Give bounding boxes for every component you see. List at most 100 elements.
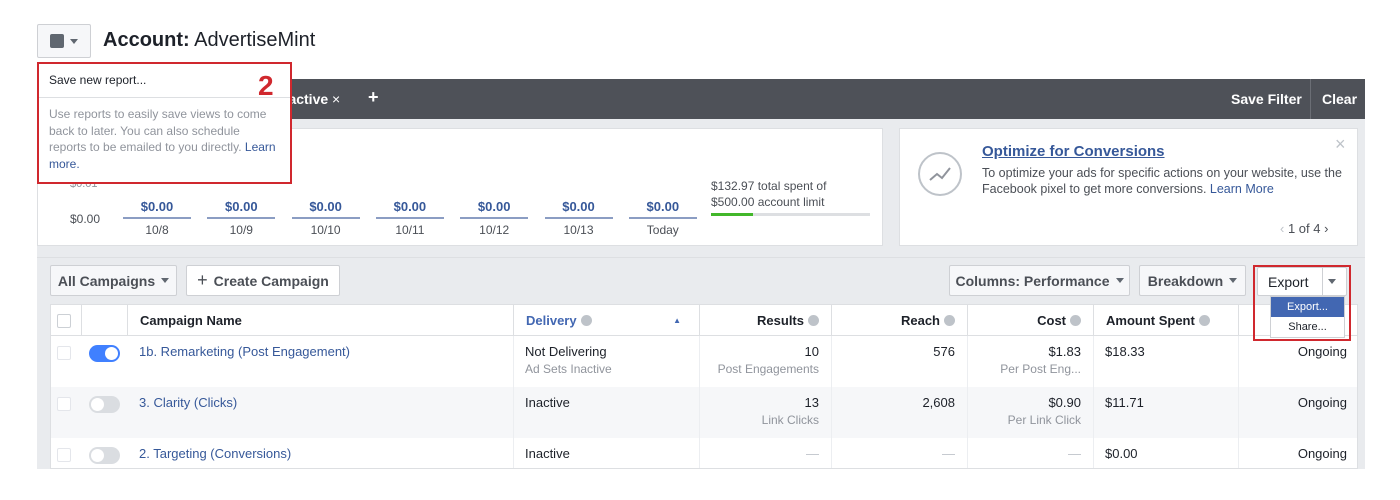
toggle[interactable] (89, 396, 120, 413)
day-value[interactable]: $0.00 (477, 199, 511, 214)
day-value[interactable]: $0.00 (225, 199, 258, 214)
table-row (51, 438, 1357, 468)
column-header (1238, 305, 1357, 336)
campaign-filter[interactable]: All Campaigns (50, 265, 177, 296)
campaign-name[interactable]: 1b. Remarketing (Post Engagement) (139, 344, 350, 359)
sort-arrow: ▲ (673, 316, 681, 325)
add-filter[interactable]: + (368, 87, 379, 107)
progress-fill (711, 213, 753, 216)
column-header[interactable]: Delivery ▲ (513, 305, 699, 336)
tip-icon-graphic (929, 167, 951, 181)
table-row (51, 336, 1357, 387)
tip-pager[interactable]: ‹ 1 of 4 › (1280, 221, 1329, 236)
save-report-option[interactable]: Save new report... (39, 64, 290, 98)
popup-link[interactable]: Learn more. (49, 140, 276, 171)
table-row (51, 387, 1357, 438)
account-name: AdvertiseMint (194, 29, 316, 51)
breakdown-button[interactable]: Breakdown (1139, 265, 1246, 296)
column-header-label: Reach (900, 313, 940, 328)
info-icon (944, 315, 955, 326)
day-value[interactable]: $0.00 (309, 199, 342, 214)
amount-spent-cell: $0.00 (1093, 446, 1238, 461)
tip-link[interactable]: Learn More (1209, 182, 1274, 196)
ends: Ongoing (1297, 344, 1347, 359)
amount-spent: $0.00 (1105, 446, 1138, 461)
ends-cell: Ongoing (1238, 344, 1357, 359)
column-header[interactable]: Cost (967, 305, 1093, 336)
save-filter[interactable]: Save Filter (1231, 91, 1302, 107)
columns-button[interactable]: Columns: Performance (949, 265, 1130, 296)
results-sub: Link Clicks (761, 413, 819, 427)
report-menu-button[interactable] (37, 24, 91, 58)
tip-panel (899, 128, 1358, 246)
export-button[interactable]: Export (1257, 267, 1347, 296)
toggle-knob (105, 347, 118, 360)
tip-pager-label: 1 of 4 (1287, 221, 1321, 236)
column-header-label: Amount Spent (1106, 313, 1195, 328)
spend-limit: $500.00 account limit (711, 195, 825, 209)
save-report-popup: Save new report... Use reports to easily… (37, 62, 292, 184)
day-date: Today (646, 223, 679, 237)
day-underline (460, 217, 529, 219)
checkbox[interactable] (57, 448, 71, 462)
column-divider (1093, 336, 1094, 468)
checkbox[interactable] (57, 314, 71, 328)
results-cell: 10 Post Engagements (699, 344, 831, 376)
divider (1310, 79, 1311, 119)
campaign-filter-label: All Campaigns (57, 272, 156, 289)
info-icon (1070, 315, 1081, 326)
column-header[interactable]: Amount Spent (1093, 305, 1238, 336)
column-header[interactable]: Campaign Name (127, 305, 513, 336)
day-value[interactable]: $0.00 (140, 199, 174, 214)
day-value[interactable]: $0.00 (562, 199, 595, 214)
annotation: 2 (258, 70, 274, 101)
results-cell: 13 Link Clicks (699, 395, 831, 427)
columns-label: Columns: Performance (955, 272, 1110, 289)
column-divider (513, 336, 514, 468)
day-underline (123, 217, 191, 219)
toggle[interactable] (89, 345, 120, 362)
column-header-label: Cost (1037, 313, 1066, 328)
export-menu-item[interactable]: Export... (1271, 297, 1344, 317)
campaign-table: Campaign Name Delivery ▲ Results Reach Cost Am… (50, 304, 1358, 469)
create-campaign[interactable]: + Create Campaign (186, 265, 340, 296)
toggle-knob (91, 398, 104, 411)
toggle[interactable] (89, 447, 120, 464)
checkbox[interactable] (57, 346, 71, 360)
clear-filter[interactable]: Clear (1322, 91, 1358, 107)
column-header[interactable]: Reach (831, 305, 967, 336)
results-cell: — (699, 446, 831, 461)
progress-track (711, 213, 870, 216)
tip-body: To optimize your ads for specific action… (982, 165, 1352, 197)
day-value[interactable]: $0.00 (646, 199, 680, 214)
cost-sub: Per Link Click (1007, 413, 1081, 427)
tip-title[interactable]: Optimize for Conversions (982, 143, 1165, 160)
cost: — (1068, 446, 1081, 461)
amount-spent-cell: $11.71 (1093, 395, 1238, 410)
filter-tab-close[interactable]: × (332, 91, 341, 107)
checkbox[interactable] (57, 397, 71, 411)
column-header-label: Results (757, 313, 804, 328)
toggle-knob (91, 449, 104, 462)
tip-close[interactable]: × (1335, 134, 1346, 154)
column-header-label: Campaign Name (140, 313, 242, 328)
column-header-label: Delivery (526, 313, 577, 328)
day-underline (375, 217, 444, 219)
column-divider (1238, 336, 1239, 468)
column-header[interactable]: Results (699, 305, 831, 336)
cost-cell: — (967, 446, 1093, 461)
delivery: Inactive (525, 395, 570, 410)
reach: 576 (933, 344, 955, 359)
table-header (51, 305, 1357, 336)
spend-panel (37, 128, 883, 246)
divider (37, 257, 1365, 258)
share-menu-item[interactable]: Share... (1288, 321, 1327, 333)
campaign-name[interactable]: 3. Clarity (Clicks) (139, 395, 238, 410)
column-divider (699, 336, 700, 468)
campaign-name[interactable]: 2. Targeting (Conversions) (139, 446, 292, 461)
column-divider (831, 336, 832, 468)
results: 10 (804, 344, 819, 359)
day-value[interactable]: $0.00 (393, 199, 427, 214)
amount-spent: $11.71 (1105, 395, 1144, 410)
delivery: Not Delivering (525, 344, 607, 359)
